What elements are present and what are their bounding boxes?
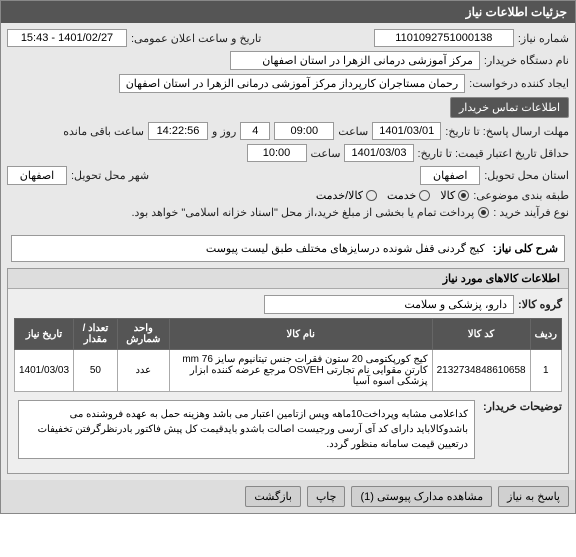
radio-both[interactable]: کالا/خدمت xyxy=(316,189,377,202)
radio-circle-icon xyxy=(419,190,430,201)
answer-button[interactable]: پاسخ به نیاز xyxy=(498,486,569,507)
th-name: نام کالا xyxy=(169,319,432,350)
radio-both-label: کالا/خدمت xyxy=(316,189,363,202)
city-value: اصفهان xyxy=(7,166,67,185)
td-date: 1401/03/03 xyxy=(15,350,74,392)
need-desc-title: شرح کلی نیاز: xyxy=(493,242,558,255)
radio-circle-icon xyxy=(478,207,489,218)
validity-time: 10:00 xyxy=(247,144,307,162)
td-qty: 50 xyxy=(74,350,118,392)
panel-title: جزئیات اطلاعات نیاز xyxy=(1,1,575,23)
radio-circle-icon xyxy=(366,190,377,201)
radio-service[interactable]: خدمت xyxy=(387,189,430,202)
deadline-date: 1401/03/01 xyxy=(372,122,441,140)
group-label: گروه کالا: xyxy=(518,298,562,311)
th-qty: تعداد / مقدار xyxy=(74,319,118,350)
goods-section-title: اطلاعات کالاهای مورد نیاز xyxy=(8,269,568,289)
requester-label: ایجاد کننده درخواست: xyxy=(469,77,569,90)
radio-goods-label: کالا xyxy=(440,189,455,202)
radio-goods[interactable]: کالا xyxy=(440,189,469,202)
deadline-time: 09:00 xyxy=(274,122,334,140)
radio-service-label: خدمت xyxy=(387,189,416,202)
td-unit: عدد xyxy=(117,350,169,392)
days-and-label: روز و xyxy=(212,125,236,138)
requester-value: رحمان مستاجران کارپرداز مرکز آموزشی درما… xyxy=(119,74,465,93)
process-note: پرداخت تمام یا بخشی از مبلغ خرید،از محل … xyxy=(131,206,474,219)
table-row: 1 2132734848610658 کیج کورپکتومی 20 ستون… xyxy=(15,350,562,392)
radio-circle-icon xyxy=(458,190,469,201)
notes-text: کداعلامی مشابه وپرداخت10ماهه وپس ازتامین… xyxy=(18,400,475,459)
need-number-label: شماره نیاز: xyxy=(518,32,569,45)
notes-label: توضیحات خریدار: xyxy=(483,396,562,413)
need-number-value: 1101092751000138 xyxy=(374,29,514,47)
remain-time: 14:22:56 xyxy=(148,122,208,140)
org-value: مرکز آموزشی درمانی الزهرا در استان اصفها… xyxy=(230,51,480,70)
announce-value: 1401/02/27 - 15:43 xyxy=(7,29,127,47)
group-value: دارو، پزشکی و سلامت xyxy=(264,295,514,314)
days-count: 4 xyxy=(240,122,270,140)
attachments-button[interactable]: مشاهده مدارک پیوستی (1) xyxy=(351,486,492,507)
td-row: 1 xyxy=(530,350,561,392)
validity-label: حداقل تاریخ اعتبار قیمت: تا تاریخ: xyxy=(418,147,569,160)
back-button[interactable]: بازگشت xyxy=(245,486,301,507)
remain-label: ساعت باقی مانده xyxy=(63,125,144,138)
td-code: 2132734848610658 xyxy=(432,350,530,392)
th-row: ردیف xyxy=(530,319,561,350)
province-label: استان محل تحویل: xyxy=(484,169,569,182)
contact-button[interactable]: اطلاعات تماس خریدار xyxy=(450,97,569,118)
print-button[interactable]: چاپ xyxy=(307,486,346,507)
th-date: تاریخ نیاز xyxy=(15,319,74,350)
time-label-2: ساعت xyxy=(311,147,341,160)
city-label: شهر محل تحویل: xyxy=(71,169,149,182)
province-value: اصفهان xyxy=(420,166,480,185)
radio-process[interactable] xyxy=(478,207,489,218)
td-name: کیج کورپکتومی 20 ستون فقرات جنس تیتانیوم… xyxy=(169,350,432,392)
announce-label: تاریخ و ساعت اعلان عمومی: xyxy=(131,32,261,45)
category-label: طبقه بندی موضوعی: xyxy=(473,189,569,202)
validity-date: 1401/03/03 xyxy=(344,144,413,162)
need-desc-text: کیج گردنی قفل شونده درسایزهای مختلف طبق … xyxy=(206,242,485,255)
goods-table: ردیف کد کالا نام کالا واحد شمارش تعداد /… xyxy=(14,318,562,392)
th-code: کد کالا xyxy=(432,319,530,350)
time-label-1: ساعت xyxy=(338,125,368,138)
deadline-label: مهلت ارسال پاسخ: تا تاریخ: xyxy=(445,125,569,138)
th-unit: واحد شمارش xyxy=(117,319,169,350)
org-label: نام دستگاه خریدار: xyxy=(484,54,569,67)
process-label: نوع فرآیند خرید : xyxy=(493,206,569,219)
